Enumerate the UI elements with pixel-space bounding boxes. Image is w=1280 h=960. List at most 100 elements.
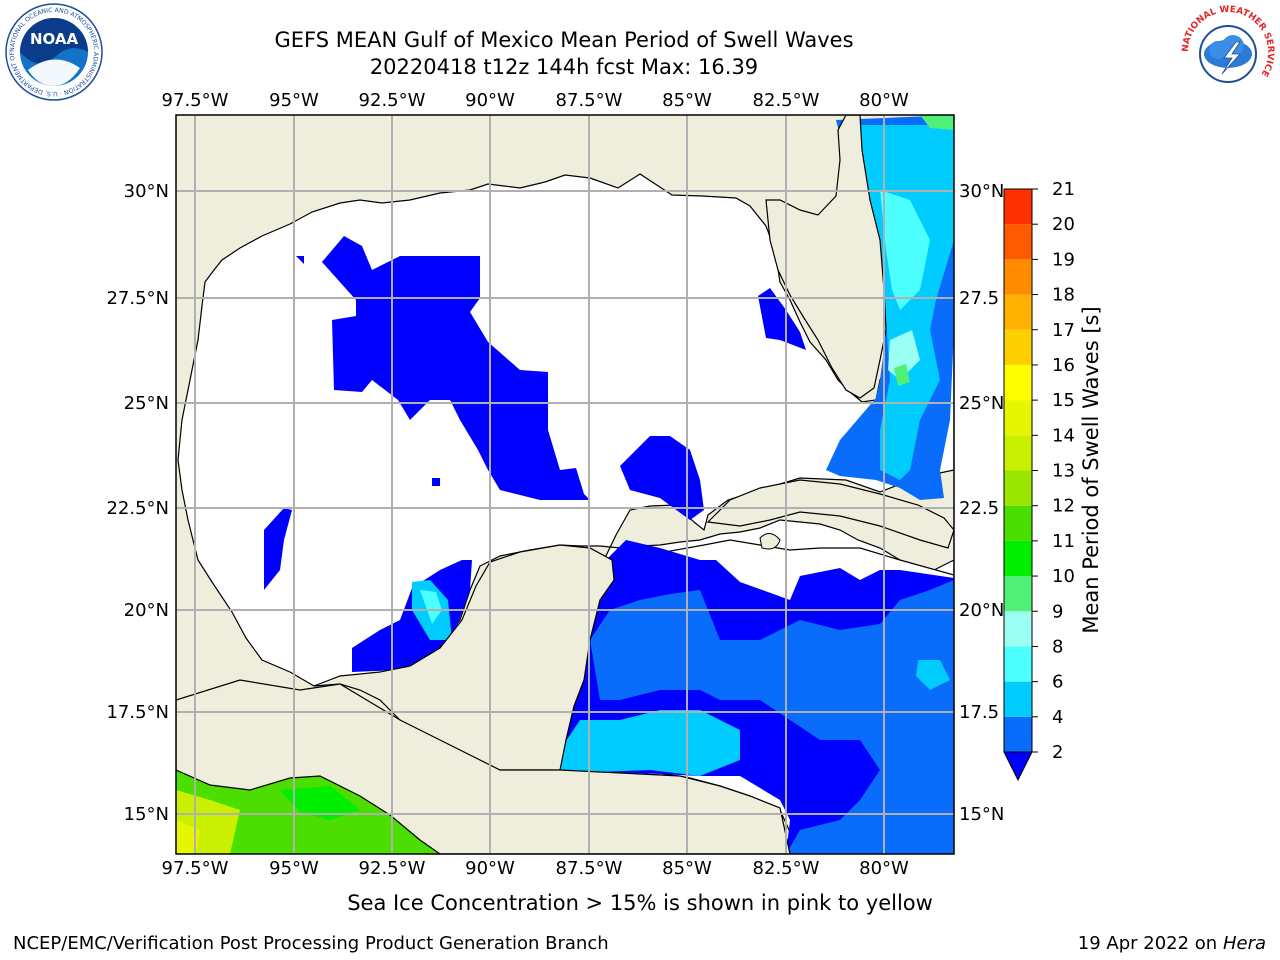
colorbar-tick-label: 21 bbox=[1052, 179, 1075, 200]
colorbar-segment bbox=[1004, 681, 1032, 717]
noaa-logo: NATIONAL OCEANIC AND ATMOSPHERIC ADMINIS… bbox=[4, 2, 103, 101]
lat-label-right: 20°N bbox=[959, 600, 1004, 621]
colorbar-tick-label: 4 bbox=[1052, 707, 1063, 728]
colorbar-segment bbox=[1004, 646, 1032, 682]
colorbar-segment bbox=[1004, 294, 1032, 330]
date-text: 19 Apr 2022 on bbox=[1077, 933, 1223, 954]
nws-logo: NATIONAL WEATHER SERVICE bbox=[1180, 4, 1276, 100]
colorbar-segment bbox=[1004, 435, 1032, 471]
lon-label-bottom: 85°W bbox=[662, 858, 712, 879]
lat-label-left: 15°N bbox=[124, 804, 169, 825]
colorbar-tick-label: 2 bbox=[1052, 742, 1063, 763]
swell-patch-atlantic-light bbox=[880, 190, 930, 310]
colorbar-tick-label: 6 bbox=[1052, 672, 1063, 693]
colorbar-segment bbox=[1004, 540, 1032, 577]
swell-patch bbox=[432, 478, 440, 486]
colorbar-segment bbox=[1004, 189, 1032, 225]
colorbar-tick-label: 10 bbox=[1052, 566, 1075, 587]
date-line: 19 Apr 2022 on Hera bbox=[1078, 933, 1266, 954]
isla-juventud bbox=[759, 533, 781, 550]
sea-ice-note: Sea Ice Concentration > 15% is shown in … bbox=[347, 891, 933, 915]
graticule bbox=[176, 115, 954, 854]
yucatan-peninsula bbox=[313, 544, 615, 771]
swell-patch-florida-west bbox=[758, 288, 806, 350]
swell-patch-atlantic-green bbox=[894, 364, 910, 386]
swell-patch-atlantic-green-top bbox=[920, 115, 954, 130]
colorbar-tick-label: 14 bbox=[1052, 425, 1075, 446]
colorbar-tick-label: 16 bbox=[1052, 355, 1075, 376]
lat-label-left: 20°N bbox=[124, 600, 169, 621]
colorbar-tick-label: 8 bbox=[1052, 636, 1063, 657]
lat-label-right: 30°N bbox=[959, 181, 1004, 202]
lon-label-top: 85°W bbox=[662, 90, 712, 111]
longitude-labels-bottom: 97.5°W 95°W 92.5°W 90°W 87.5°W 85°W 82.5°W 80°W bbox=[162, 858, 909, 879]
lon-label-bottom: 90°W bbox=[465, 858, 515, 879]
colorbar-tick-label: 11 bbox=[1052, 531, 1075, 552]
lat-label-left: 22.5°N bbox=[106, 498, 169, 519]
colorbar-label: Mean Period of Swell Waves [s] bbox=[1079, 306, 1103, 633]
colorbar-tick-label: 19 bbox=[1052, 249, 1075, 270]
colorbar-segment bbox=[1004, 329, 1032, 365]
lon-label-top: 87.5°W bbox=[556, 90, 623, 111]
colorbar-tick-label: 17 bbox=[1052, 320, 1075, 341]
colorbar-tick-label: 13 bbox=[1052, 461, 1075, 482]
lon-label-bottom: 80°W bbox=[859, 858, 909, 879]
lon-label-top: 95°W bbox=[269, 90, 319, 111]
colorbar-tick-label: 18 bbox=[1052, 285, 1075, 306]
swell-patch-caribbean-cyan bbox=[560, 710, 740, 776]
longitude-labels-top: 97.5°W 95°W 92.5°W 90°W 87.5°W 85°W 82.5°W 80°W bbox=[162, 90, 909, 111]
lon-label-top: 92.5°W bbox=[359, 90, 426, 111]
lon-label-bottom: 87.5°W bbox=[556, 858, 623, 879]
colorbar-segment bbox=[1004, 364, 1032, 401]
swell-patch bbox=[264, 508, 292, 590]
colorbar-segment bbox=[1004, 259, 1032, 295]
map-title: GEFS MEAN Gulf of Mexico Mean Period of … bbox=[274, 28, 854, 52]
colorbar-tick-label: 15 bbox=[1052, 390, 1075, 411]
lat-label-right: 22.5 bbox=[959, 498, 999, 519]
swell-patch-campeche bbox=[352, 560, 472, 672]
swell-patch-pacific-green bbox=[280, 786, 360, 820]
lon-label-top: 82.5°W bbox=[753, 90, 820, 111]
lat-label-right: 15°N bbox=[959, 804, 1004, 825]
lat-label-left: 25°N bbox=[124, 393, 169, 414]
swell-patch bbox=[296, 256, 304, 264]
colorbar-segment bbox=[1004, 505, 1032, 541]
forecast-subtitle: 20220418 t12z 144h fcst Max: 16.39 bbox=[369, 55, 759, 79]
latitude-labels-right: 30°N 27.5 25°N 22.5 20°N 17.5 15°N bbox=[959, 181, 1004, 825]
swell-patch-east bbox=[620, 436, 704, 520]
lon-label-bottom: 92.5°W bbox=[359, 858, 426, 879]
lon-label-bottom: 95°W bbox=[269, 858, 319, 879]
lat-label-left: 27.5°N bbox=[106, 288, 169, 309]
colorbar-segment bbox=[1004, 716, 1032, 752]
colorbar-segment bbox=[1004, 224, 1032, 260]
lat-label-left: 30°N bbox=[124, 181, 169, 202]
swell-patch-caribbean-mid bbox=[590, 580, 954, 854]
colorbar-segment bbox=[1004, 470, 1032, 506]
colorbar-tick-label: 12 bbox=[1052, 496, 1075, 517]
lat-label-right: 25°N bbox=[959, 393, 1004, 414]
central-america bbox=[176, 679, 791, 854]
lon-label-top: 80°W bbox=[859, 90, 909, 111]
lat-label-right: 17.5 bbox=[959, 702, 999, 723]
swell-patch-campeche-light bbox=[420, 590, 442, 624]
swell-patch-caribbean-cyan bbox=[916, 660, 950, 690]
lon-label-top: 90°W bbox=[465, 90, 515, 111]
colorbar-tick-label: 20 bbox=[1052, 214, 1075, 235]
swell-patch-gulf-central bbox=[322, 236, 590, 500]
lat-label-right: 27.5 bbox=[959, 288, 999, 309]
colorbar-segment bbox=[1004, 576, 1032, 612]
lon-label-bottom: 97.5°W bbox=[162, 858, 229, 879]
colorbar-under-arrow bbox=[1003, 751, 1033, 782]
lon-label-bottom: 82.5°W bbox=[753, 858, 820, 879]
colorbar: 2 4 6 8 9 10 11 12 13 14 15 16 17 18 19 20 21 bbox=[1003, 179, 1075, 782]
noaa-text: NOAA bbox=[30, 30, 79, 48]
lat-label-left: 17.5°N bbox=[106, 702, 169, 723]
machine-name: Hera bbox=[1222, 933, 1266, 954]
colorbar-tick-label: 9 bbox=[1052, 601, 1063, 622]
latitude-labels-left: 30°N 27.5°N 25°N 22.5°N 20°N 17.5°N 15°N bbox=[106, 181, 169, 825]
colorbar-segment bbox=[1004, 611, 1032, 647]
lon-label-top: 97.5°W bbox=[162, 90, 229, 111]
credit-text: NCEP/EMC/Verification Post Processing Pr… bbox=[13, 933, 609, 954]
map-frame bbox=[175, 114, 955, 855]
